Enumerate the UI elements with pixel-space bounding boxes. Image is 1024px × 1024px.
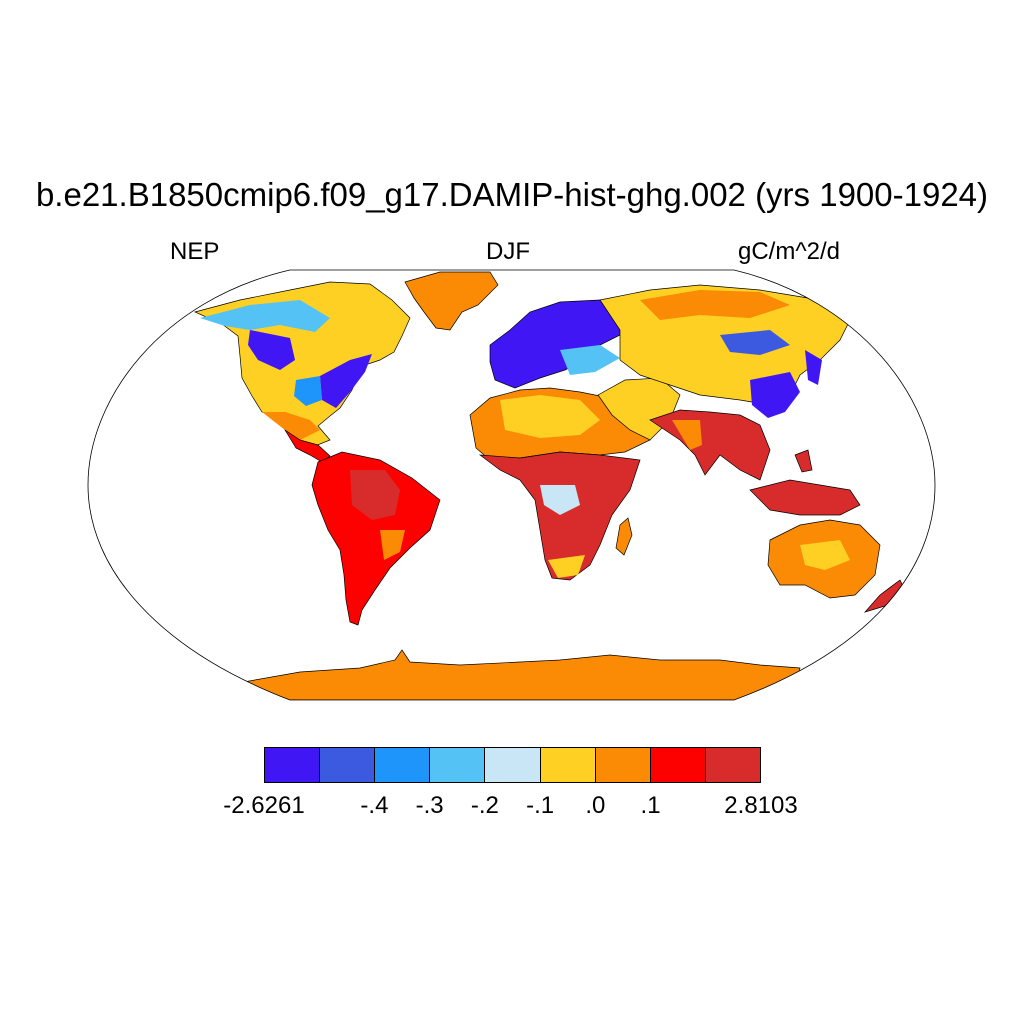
colorbar-label: -.4 [360,792,389,819]
antarctica [237,649,801,700]
south-asia [649,409,771,481]
colorbar-box [485,748,541,782]
philippines [794,449,813,473]
na-blue-region [248,330,295,370]
map-title: b.e21.B1850cmip6.f09_g17.DAMIP-hist-ghg.… [35,176,989,213]
colorbar-box [265,748,321,782]
australia-yellow [800,540,850,570]
africa-mid-light [540,485,580,515]
colorbar-label: 2.8103 [724,792,798,819]
colorbar-box [650,748,706,782]
europe-light [560,345,620,375]
colorbar [264,747,761,783]
colorbar-box [705,748,760,782]
greenland [404,271,499,331]
east-asia-blue [750,372,800,418]
new-zealand [863,579,906,613]
indonesia [749,479,861,516]
units-label: gC/m^2/d [738,238,840,265]
variable-label: NEP [170,238,220,265]
africa-south-yellow [548,555,585,578]
south-america [311,451,441,626]
colorbar-label: -.2 [470,792,499,819]
season-label: DJF [486,238,530,265]
sahara-yellow [500,395,600,438]
colorbar-label: -.3 [415,792,444,819]
na-east-light [294,376,322,406]
far-east-blue [805,350,822,385]
globe-outline [87,269,936,701]
sa-dark-patch [350,470,400,520]
india-orange [672,420,702,450]
colorbar-label: .1 [640,792,661,819]
asia-blue-band [720,330,790,355]
colorbar-box [320,748,376,782]
colorbar-box [595,748,651,782]
africa-south [478,451,641,581]
sa-orange-patch [380,530,405,560]
madagascar [615,517,633,556]
na-cool-band [200,300,330,332]
colorbar-label: .0 [585,792,606,819]
na-south-orange [262,412,320,440]
colorbar-box [540,748,596,782]
na-east-blue [320,354,372,408]
colorbar-box [430,748,486,782]
colorbar-label: -2.6261 [223,792,305,819]
colorbar-box [375,748,431,782]
colorbar-label: -.1 [526,792,555,819]
asia-orange-band [640,290,790,320]
